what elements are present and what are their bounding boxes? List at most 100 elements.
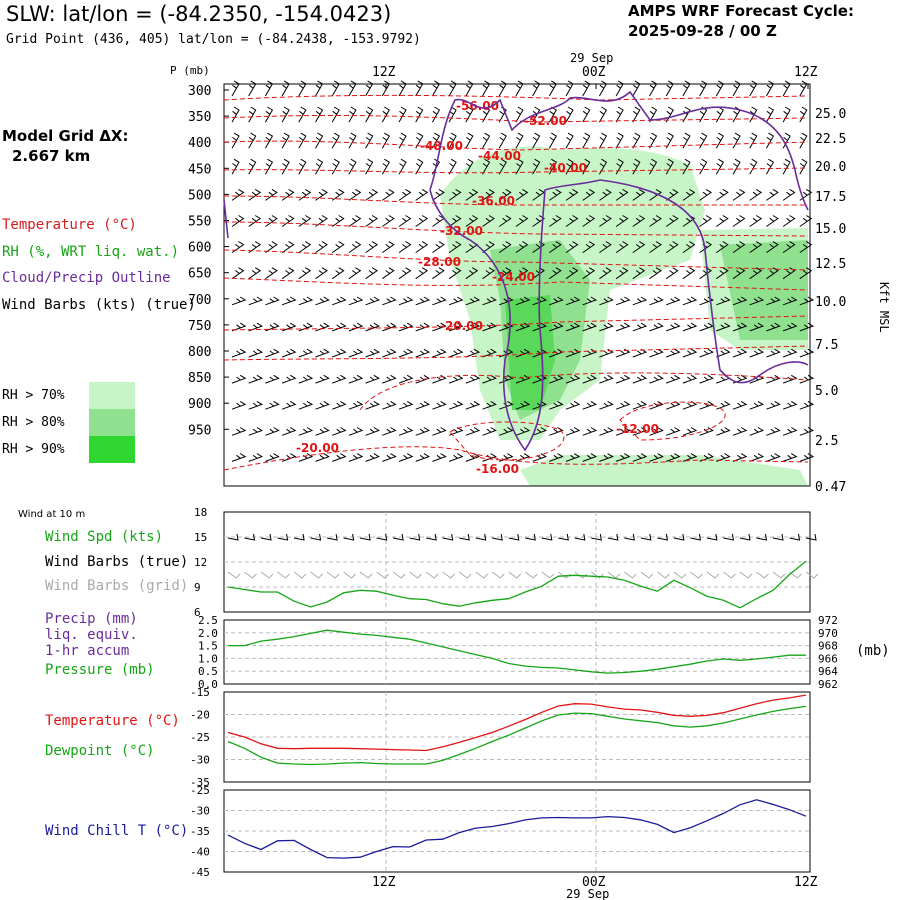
wind-barb [448, 215, 462, 227]
wind-barb [749, 132, 758, 149]
wind-barb [632, 188, 646, 201]
rh-legend-label-70: RH > 70% [2, 388, 65, 403]
wind-barb [699, 158, 708, 175]
wind-barb [248, 427, 264, 436]
wind-chill-tick-0: -25 [190, 784, 210, 797]
wind-barb [465, 132, 474, 149]
wind-barb-grid [475, 571, 489, 579]
wind-barb [348, 374, 364, 384]
wind-barb [749, 322, 765, 332]
wind-barb-grid [425, 571, 439, 579]
temperature-contour [223, 94, 809, 101]
temperature-contour-label: -48.00 [420, 139, 463, 153]
wind-barb [532, 80, 541, 97]
wind-barb [498, 267, 512, 280]
wind-barb [315, 132, 324, 149]
wind-barb [365, 400, 380, 410]
wind-barb [582, 453, 598, 462]
wind-barb [482, 188, 495, 201]
wind-barb [715, 158, 724, 175]
wind-barb-grid [624, 571, 637, 579]
wind-barb-grid [310, 571, 323, 579]
wind-barb [465, 158, 474, 175]
wind-barb [248, 188, 262, 201]
wind-barb [415, 80, 424, 97]
wind-barb [348, 241, 362, 254]
wind-barb [782, 427, 798, 436]
temperature-contour [449, 421, 565, 461]
wind-barb-grid [706, 571, 720, 579]
temperature-contour-label: -20.00 [440, 319, 483, 333]
legend-temperature: Temperature (°C) [2, 217, 137, 233]
wind-barbs-grid-label: Wind Barbs (grid) [45, 578, 189, 594]
wind-barb [498, 80, 507, 97]
wind-barb [482, 215, 495, 227]
wind-barb [632, 427, 648, 436]
wind-barb [732, 400, 748, 410]
wind-barb [766, 322, 781, 332]
wind-barb [482, 296, 497, 306]
wind-barb [448, 322, 464, 332]
wind-barb [281, 80, 290, 97]
wind-barb [765, 80, 775, 97]
wind-barb [565, 106, 574, 123]
wind-barb [381, 158, 390, 175]
wind-barb [348, 132, 357, 149]
wind-barb [565, 453, 581, 462]
temperature-contour [619, 401, 726, 441]
wind-barb [365, 188, 379, 201]
wind-speed-tick-3: 9 [194, 581, 201, 594]
wind-barb [482, 241, 495, 254]
wind-barb [699, 427, 714, 436]
temperature-tick-2: -25 [190, 731, 210, 744]
wind-barb [515, 267, 529, 280]
wind-barb [499, 427, 514, 436]
wind-barb [432, 241, 445, 254]
wind-barb [749, 348, 765, 358]
pressure-tick-750: 750 [188, 319, 211, 334]
wind-barb [549, 427, 564, 436]
wind-barb-true [574, 533, 586, 541]
wind-barb [248, 400, 264, 410]
wind-barb [699, 132, 708, 149]
wind-barb [465, 188, 479, 201]
wind-barb [415, 348, 431, 358]
wind-barb [348, 106, 357, 123]
wind-barb [315, 453, 330, 462]
wind-barb [382, 188, 395, 201]
wind-barb [799, 80, 808, 97]
precip-left-tick-2: 1.5 [198, 640, 218, 653]
wind-barb [298, 215, 312, 227]
wind-barb [281, 158, 290, 175]
wind-barb [465, 374, 481, 384]
wind-barb [415, 188, 429, 201]
temperature-contour [223, 345, 809, 361]
wind-barb [549, 453, 564, 462]
wind-chill-label: Wind Chill T (°C) [45, 823, 189, 839]
pressure-label: Pressure (mb) [45, 662, 155, 678]
wind-barb [749, 158, 758, 175]
wind-barb [499, 296, 514, 306]
wind-barb [682, 132, 691, 149]
pressure-tick-300: 300 [188, 84, 211, 99]
wind-barb-grid [409, 571, 423, 579]
wind-barb [799, 106, 808, 123]
wind-barb [549, 374, 564, 384]
top-time-tick-1: 00Z [582, 65, 606, 80]
wind-barb [432, 322, 447, 332]
wind-barb [598, 106, 608, 123]
wind-barb [682, 80, 691, 97]
wind-barb [682, 241, 696, 254]
wind-barb [716, 348, 731, 358]
forecast-cycle-label: AMPS WRF Forecast Cycle: [628, 2, 854, 20]
wind-barb [682, 322, 698, 332]
wind-barb [649, 348, 664, 358]
wind-barb [799, 322, 815, 332]
wind-barb-true [376, 533, 388, 541]
wind-barb [782, 80, 791, 97]
bottom-time-tick-1: 00Z [582, 875, 606, 890]
temperature-contour [223, 446, 809, 471]
wind-barb [615, 188, 629, 201]
wind-barb [649, 215, 662, 227]
